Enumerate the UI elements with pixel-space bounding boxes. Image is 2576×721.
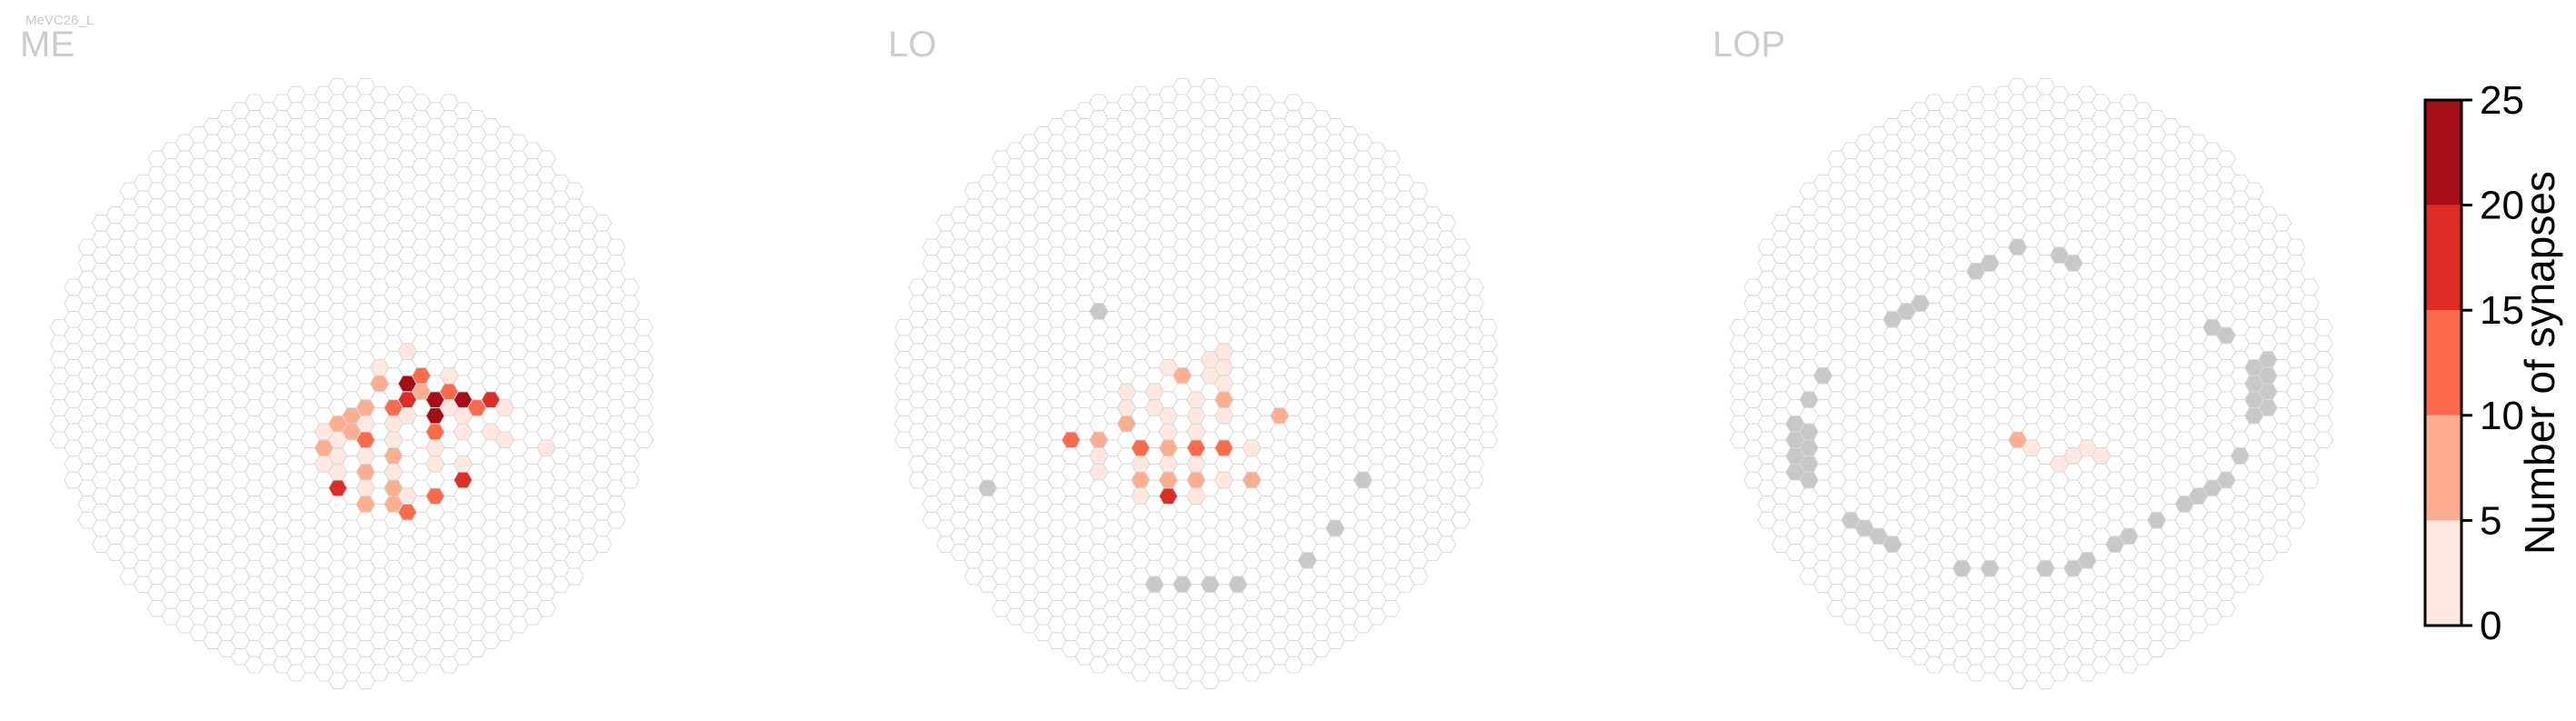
hex-cell	[536, 150, 556, 167]
hex-cell	[1478, 399, 1499, 416]
colorbar-tick-label: 25	[2480, 78, 2524, 123]
hex-cell	[1409, 567, 1429, 586]
hex-cell	[634, 399, 654, 416]
hex-cell	[1464, 456, 1484, 473]
hex-cell	[605, 255, 626, 272]
hex-cell	[592, 215, 613, 232]
hex-cell	[1409, 182, 1429, 200]
hex-grid-lo	[894, 77, 1499, 690]
hex-cell	[634, 431, 654, 449]
hex-cell	[2285, 496, 2306, 513]
hex-cell	[1450, 238, 1471, 256]
hex-cell	[2300, 471, 2320, 489]
hex-cell	[592, 536, 613, 553]
hex-cell	[1478, 415, 1499, 433]
hex-cell	[1436, 215, 1457, 232]
cell-type-label: MeVC26_L	[25, 13, 94, 28]
hex-cell	[634, 383, 654, 401]
hex-cell	[2313, 351, 2334, 368]
hex-cell	[620, 471, 640, 489]
colorbar-bins	[2425, 100, 2461, 626]
hex-cell	[2216, 150, 2236, 167]
hex-cell	[2285, 238, 2306, 256]
colorbar-bin	[2425, 100, 2461, 205]
hex-cell	[1478, 351, 1499, 368]
hex-cell	[620, 278, 640, 296]
hex-cell	[2313, 415, 2334, 433]
hex-cell	[1436, 536, 1457, 553]
panel-lop: LOP	[1712, 25, 2334, 690]
colorbar-tick-label: 15	[2480, 288, 2524, 333]
colorbar-title: Number of synapses	[2516, 171, 2563, 555]
colorbar: 0 5 10 15 20 25 Number of synapses	[2423, 78, 2563, 648]
hex-cell	[1450, 496, 1471, 513]
hex-grid-me	[49, 77, 654, 690]
hex-cell	[605, 238, 626, 256]
hex-cell	[634, 335, 654, 353]
hex-cell	[620, 295, 640, 312]
hex-cell	[2300, 295, 2320, 312]
hex-cell	[2285, 511, 2306, 529]
hex-cell	[1464, 278, 1484, 296]
hex-cell	[2313, 366, 2334, 385]
panel-label-lo: LO	[888, 25, 936, 65]
panel-label-me: ME	[20, 25, 75, 65]
hex-cell	[564, 182, 584, 200]
hex-cell	[605, 511, 626, 529]
colorbar-ticks: 0 5 10 15 20 25	[2461, 78, 2524, 648]
colorbar-bin	[2425, 205, 2461, 311]
hex-cell	[1464, 471, 1484, 489]
hex-cell	[1381, 600, 1401, 617]
hex-cell	[634, 318, 654, 336]
hex-cell	[2313, 383, 2334, 401]
hex-grid-lop	[1729, 77, 2334, 690]
panel-me: ME	[20, 25, 654, 690]
hex-cell	[2313, 431, 2334, 449]
colorbar-tick-label: 10	[2480, 394, 2524, 438]
colorbar-tick-label: 5	[2480, 498, 2501, 543]
hex-cell	[2244, 182, 2264, 200]
hex-cell	[2244, 567, 2264, 586]
hex-cell	[2313, 399, 2334, 416]
hex-cell	[1478, 431, 1499, 449]
hex-cell	[1381, 150, 1401, 167]
hex-cell	[2271, 536, 2292, 553]
colorbar-bin	[2425, 310, 2461, 416]
hex-cell	[1450, 255, 1471, 272]
hex-cell	[536, 600, 556, 617]
hex-cell	[1464, 295, 1484, 312]
colorbar-tick-label: 20	[2480, 184, 2524, 228]
hex-cell	[1478, 383, 1499, 401]
colorbar-tick-label: 0	[2480, 604, 2501, 648]
hex-cell	[634, 351, 654, 368]
hex-cell	[2271, 215, 2292, 232]
hex-cell	[2313, 335, 2334, 353]
hex-cell	[2285, 255, 2306, 272]
hex-cell	[634, 366, 654, 385]
colorbar-bin	[2425, 520, 2461, 626]
hex-cell	[1478, 318, 1499, 336]
hex-cell	[2300, 278, 2320, 296]
hex-cell	[2300, 456, 2320, 473]
colorbar-bin	[2425, 415, 2461, 521]
hex-cell	[1450, 511, 1471, 529]
hex-cell	[1478, 366, 1499, 385]
hex-cell	[2313, 318, 2334, 336]
hex-cell	[1478, 335, 1499, 353]
hex-cell	[605, 496, 626, 513]
panel-lo: LO	[888, 25, 1499, 690]
hex-cell	[2216, 600, 2236, 617]
hex-cell	[620, 456, 640, 473]
colorbar-frame	[2423, 98, 2463, 627]
panel-label-lop: LOP	[1712, 25, 1785, 65]
hex-cell	[634, 415, 654, 433]
hex-cell	[564, 567, 584, 586]
